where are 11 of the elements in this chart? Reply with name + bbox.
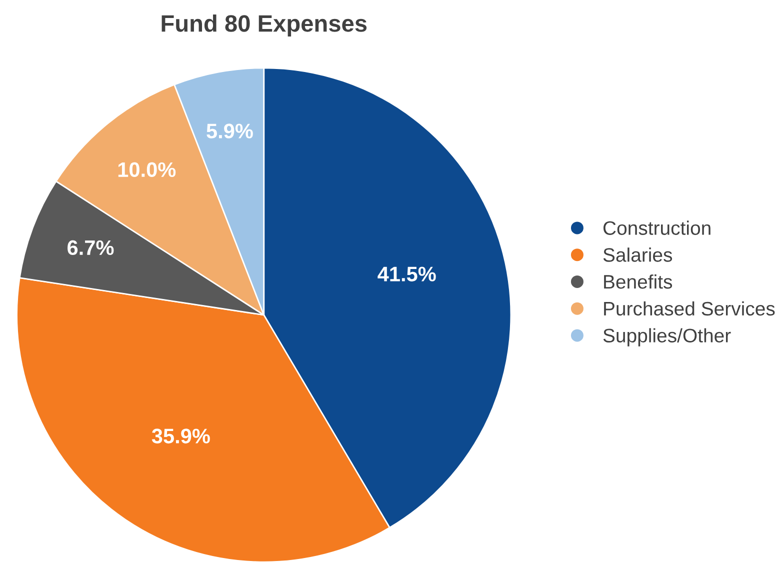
data-label: 41.5%	[378, 266, 436, 282]
data-label: 35.9%	[152, 428, 210, 444]
legend-label: Supplies/Other	[603, 328, 731, 346]
data-label: 10.0%	[118, 162, 176, 178]
data-label: 5.9%	[206, 124, 253, 138]
legend-label: Purchased Services	[604, 301, 775, 316]
data-label: 6.7%	[68, 240, 114, 256]
legend-label: Benefits	[604, 274, 672, 289]
legend-label: Salaries	[603, 248, 672, 262]
chart-title: Fund 80 Expenses	[162, 14, 367, 37]
legend-label: Construction	[603, 220, 710, 235]
